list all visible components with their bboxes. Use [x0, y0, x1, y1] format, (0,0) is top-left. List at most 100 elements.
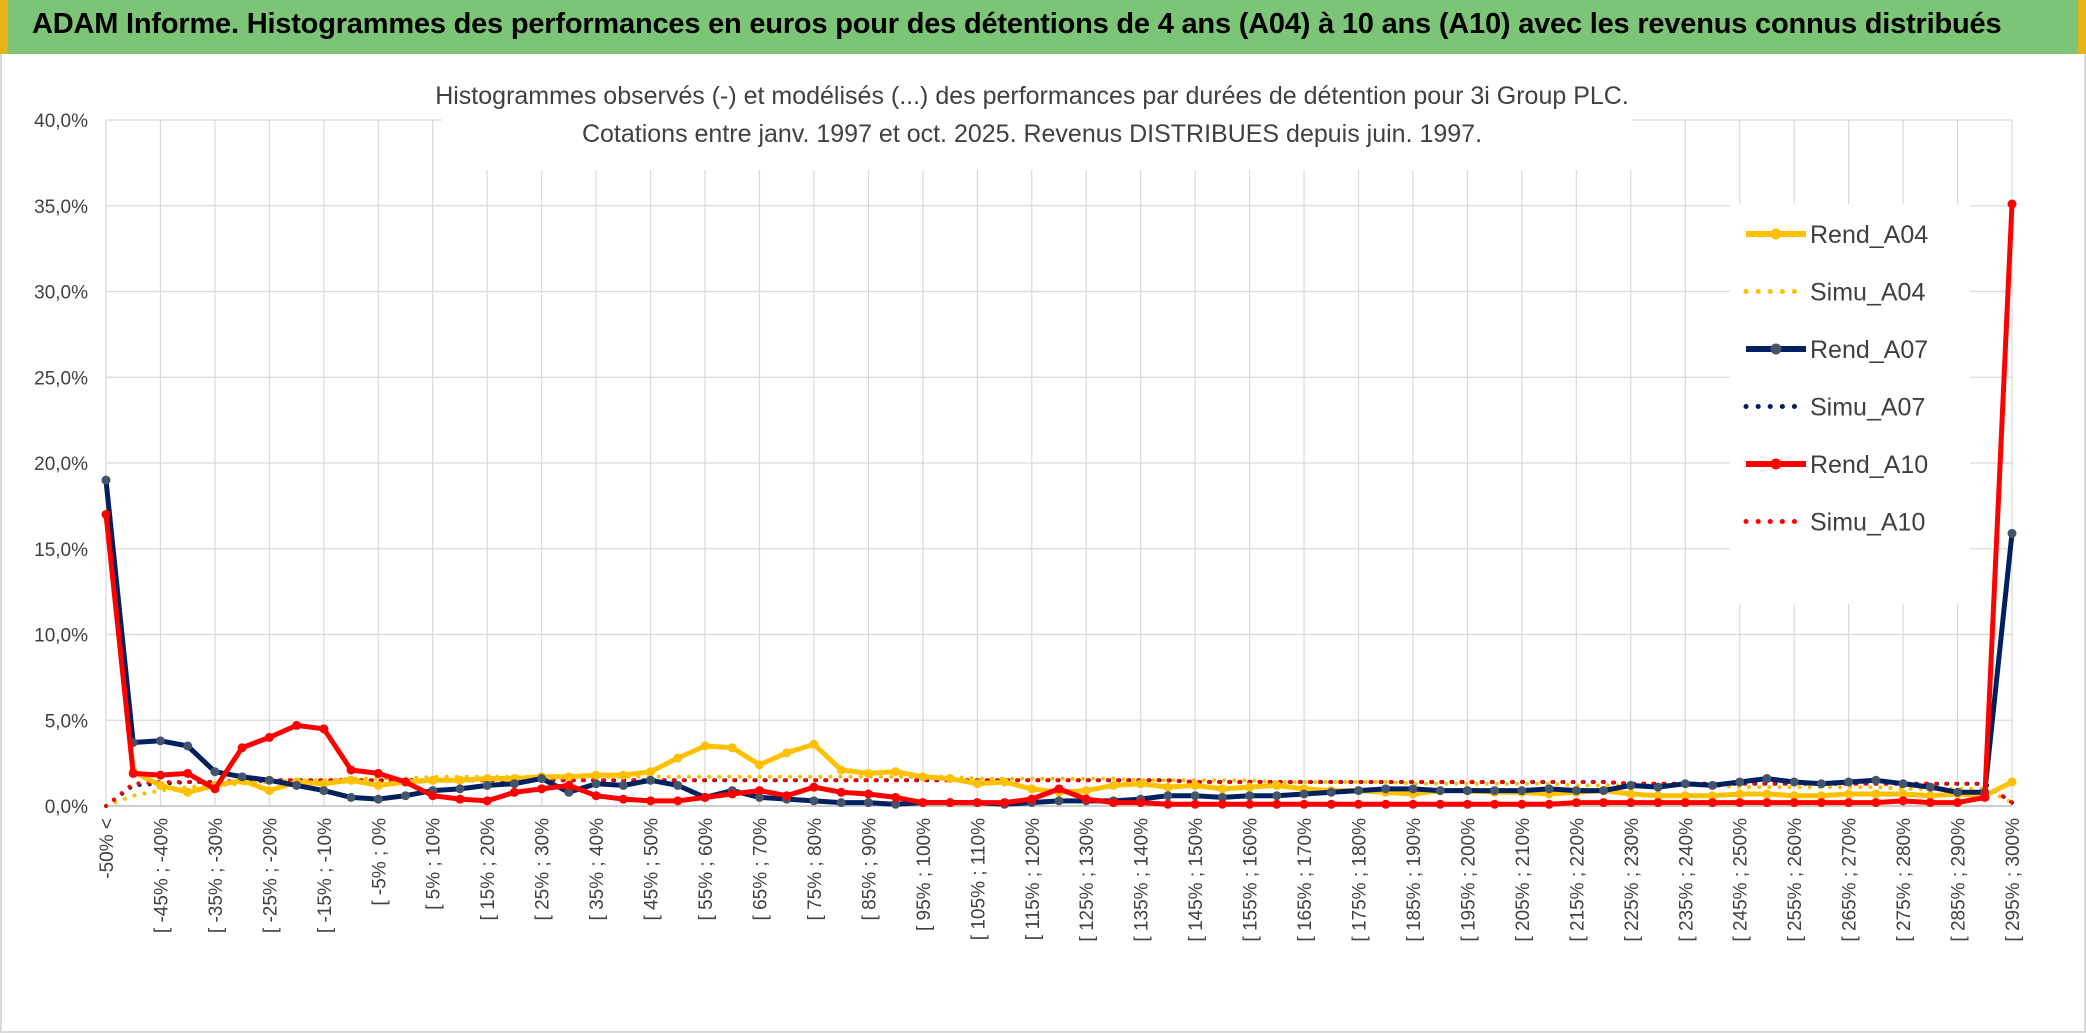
- data-point: [509, 787, 519, 797]
- data-point: [346, 765, 356, 775]
- data-point: [673, 796, 683, 806]
- data-point: [1626, 798, 1636, 808]
- data-point: [1517, 786, 1527, 796]
- data-point: [891, 767, 901, 777]
- data-point: [945, 774, 955, 784]
- data-point: [618, 794, 628, 804]
- x-tick-label: [ -15% ; -10%: [315, 818, 336, 933]
- data-point: [564, 772, 574, 782]
- data-point: [292, 780, 302, 790]
- data-point: [1462, 799, 1472, 809]
- y-axis-ticks: 0,0% 5,0% 10,0% 15,0% 20,0% 25,0% 30,0% 35,0% 40…: [34, 111, 88, 818]
- data-point: [1544, 799, 1554, 809]
- data-point: [727, 743, 737, 753]
- y-tick-label: 15,0%: [34, 540, 88, 561]
- x-tick-label: [ -5% ; 0%: [369, 818, 390, 906]
- data-point: [1027, 784, 1037, 794]
- data-point: [1816, 779, 1826, 789]
- data-point: [1163, 799, 1173, 809]
- x-tick-label: [ -25% ; -20%: [260, 818, 281, 933]
- data-point: [809, 739, 819, 749]
- data-point: [1299, 799, 1309, 809]
- chart-frame: 0,0% 5,0% 10,0% 15,0% 20,0% 25,0% 30,0% 35,0% 40…: [0, 54, 2086, 1033]
- data-point: [237, 772, 247, 782]
- x-tick-label: [ -45% ; -40%: [151, 818, 172, 933]
- data-point: [1653, 782, 1663, 792]
- y-tick-label: 0,0%: [45, 797, 88, 818]
- x-tick-label: [ 75% ; 80%: [805, 818, 826, 921]
- data-point: [700, 741, 710, 751]
- legend-label: Simu_A04: [1810, 279, 1925, 307]
- data-point: [1435, 786, 1445, 796]
- chart-series: [101, 199, 2017, 809]
- data-point: [455, 794, 465, 804]
- data-point: [1816, 798, 1826, 808]
- data-point: [1217, 784, 1227, 794]
- data-point: [1707, 791, 1717, 801]
- chart-title-background: [442, 64, 1632, 170]
- data-point: [1136, 798, 1146, 808]
- data-point: [1163, 782, 1173, 792]
- x-tick-label: [ 245% ; 250%: [1731, 818, 1752, 942]
- data-point: [1626, 789, 1636, 799]
- data-point: [482, 780, 492, 790]
- data-point: [155, 770, 165, 780]
- legend-label: Simu_A07: [1810, 394, 1925, 422]
- data-point: [101, 509, 111, 519]
- data-point: [1789, 791, 1799, 801]
- data-point: [1354, 786, 1364, 796]
- data-point: [1081, 786, 1091, 796]
- x-tick-label: [ 25% ; 30%: [533, 818, 554, 921]
- x-tick-label: -50% <: [97, 818, 118, 879]
- legend-label: Rend_A07: [1810, 336, 1928, 364]
- data-point: [1571, 786, 1581, 796]
- data-point: [183, 787, 193, 797]
- data-point: [1027, 794, 1037, 804]
- data-point: [1599, 798, 1609, 808]
- data-point: [1680, 798, 1690, 808]
- data-point: [1898, 789, 1908, 799]
- data-point: [509, 779, 519, 789]
- data-point: [1762, 798, 1772, 808]
- legend-marker: [1770, 343, 1782, 355]
- data-point: [1190, 780, 1200, 790]
- legend-label: Simu_A10: [1810, 509, 1925, 537]
- data-point: [1108, 798, 1118, 808]
- data-point: [1844, 777, 1854, 787]
- data-point: [482, 774, 492, 784]
- data-point: [1326, 787, 1336, 797]
- data-point: [155, 780, 165, 790]
- data-point: [1381, 784, 1391, 794]
- data-point: [1517, 799, 1527, 809]
- data-point: [809, 796, 819, 806]
- data-point: [101, 475, 111, 485]
- y-tick-label: 30,0%: [34, 283, 88, 304]
- data-point: [891, 792, 901, 802]
- data-point: [1898, 779, 1908, 789]
- data-point: [1980, 792, 1990, 802]
- data-point: [373, 780, 383, 790]
- series-line: [103, 203, 2015, 807]
- data-point: [346, 792, 356, 802]
- data-point: [1735, 789, 1745, 799]
- data-point: [1925, 782, 1935, 792]
- data-point: [1762, 774, 1772, 784]
- data-point: [1054, 784, 1064, 794]
- data-point: [346, 775, 356, 785]
- y-tick-label: 35,0%: [34, 197, 88, 218]
- x-tick-label: [ 205% ; 210%: [1513, 818, 1534, 942]
- x-tick-label: [ 85% ; 90%: [859, 818, 880, 921]
- legend-marker: [1770, 458, 1782, 470]
- data-point: [1381, 799, 1391, 809]
- x-tick-label: [ 145% ; 150%: [1186, 818, 1207, 942]
- legend-item: Rend_A07: [1746, 336, 1928, 364]
- data-point: [836, 798, 846, 808]
- chart-grid: [105, 119, 2013, 806]
- data-point: [155, 736, 165, 746]
- data-point: [373, 768, 383, 778]
- report-title: ADAM Informe. Histogrammes des performan…: [32, 8, 2002, 40]
- data-point: [1108, 780, 1118, 790]
- data-point: [1680, 779, 1690, 789]
- x-tick-label: [ 125% ; 130%: [1077, 818, 1098, 942]
- x-tick-label: [ 35% ; 40%: [587, 818, 608, 921]
